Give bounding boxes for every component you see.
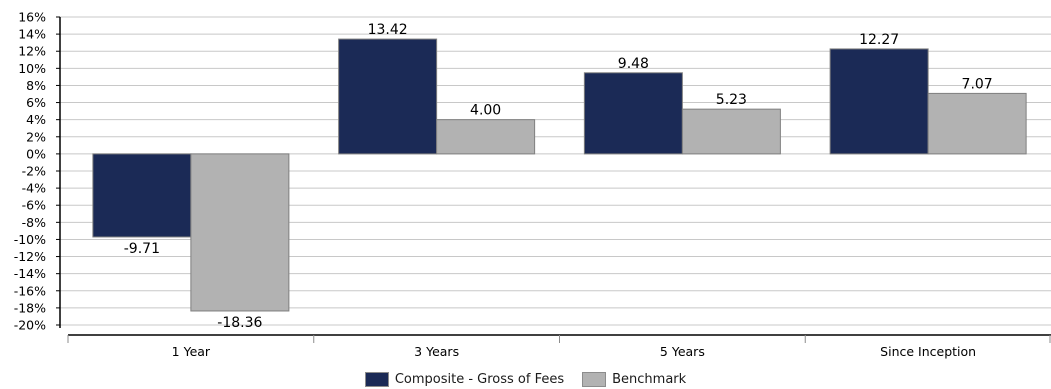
- y-tick-label: -6%: [22, 198, 46, 213]
- x-tick-label: Since Inception: [880, 344, 976, 359]
- y-tick-label: 0%: [26, 146, 46, 161]
- legend-swatch-composite: [364, 372, 389, 387]
- y-tick-label: 16%: [18, 10, 46, 25]
- bar-chart: 16% 14% 12% 10% 8% 6% 4% 2% 0% -2% -4% -6% -8% -10% -1…: [14, 10, 1051, 359]
- y-tick-label: -2%: [22, 164, 46, 179]
- y-tick-label: -12%: [14, 249, 46, 264]
- data-label: 5.23: [716, 92, 747, 108]
- data-label: 4.00: [470, 103, 501, 119]
- x-tick-label: 1 Year: [172, 344, 211, 359]
- legend-label-benchmark: Benchmark: [612, 372, 687, 387]
- y-tick-label: -14%: [14, 266, 46, 281]
- data-label: 13.42: [368, 22, 408, 38]
- bar: [681, 108, 781, 155]
- bar: [92, 153, 192, 238]
- bar: [829, 48, 929, 155]
- y-tick-label: -20%: [14, 318, 46, 333]
- y-tick-label: 4%: [26, 112, 46, 127]
- bar: [436, 119, 536, 155]
- x-tick-label: 5 Years: [660, 344, 705, 359]
- x-tick-label: 3 Years: [414, 344, 459, 359]
- y-tick-label: -10%: [14, 232, 46, 247]
- data-label: -9.71: [124, 241, 160, 257]
- legend-label-composite: Composite - Gross of Fees: [394, 372, 565, 387]
- y-tick-label: 14%: [18, 27, 46, 42]
- data-label: 12.27: [859, 32, 899, 48]
- y-tick-label: -8%: [22, 215, 46, 230]
- legend-swatch-benchmark: [582, 372, 607, 387]
- y-tick-label: -18%: [14, 300, 46, 315]
- y-tick-label: -4%: [22, 181, 46, 196]
- legend-item-benchmark: Benchmark: [582, 372, 686, 387]
- y-tick-label: 10%: [18, 61, 46, 76]
- data-label: -18.36: [217, 315, 262, 331]
- bar: [583, 72, 683, 155]
- y-tick-label: 8%: [26, 78, 46, 93]
- legend: Composite - Gross of Fees Benchmark: [0, 370, 1051, 389]
- bar: [927, 92, 1027, 155]
- bar: [338, 38, 438, 155]
- legend-item-composite: Composite - Gross of Fees: [364, 372, 565, 387]
- bar: [190, 153, 290, 312]
- y-tick-label: 2%: [26, 129, 46, 144]
- y-tick-label: 12%: [18, 44, 46, 59]
- data-label: 9.48: [618, 56, 649, 72]
- data-label: 7.07: [962, 76, 993, 92]
- y-tick-label: 6%: [26, 95, 46, 110]
- y-tick-label: -16%: [14, 283, 46, 298]
